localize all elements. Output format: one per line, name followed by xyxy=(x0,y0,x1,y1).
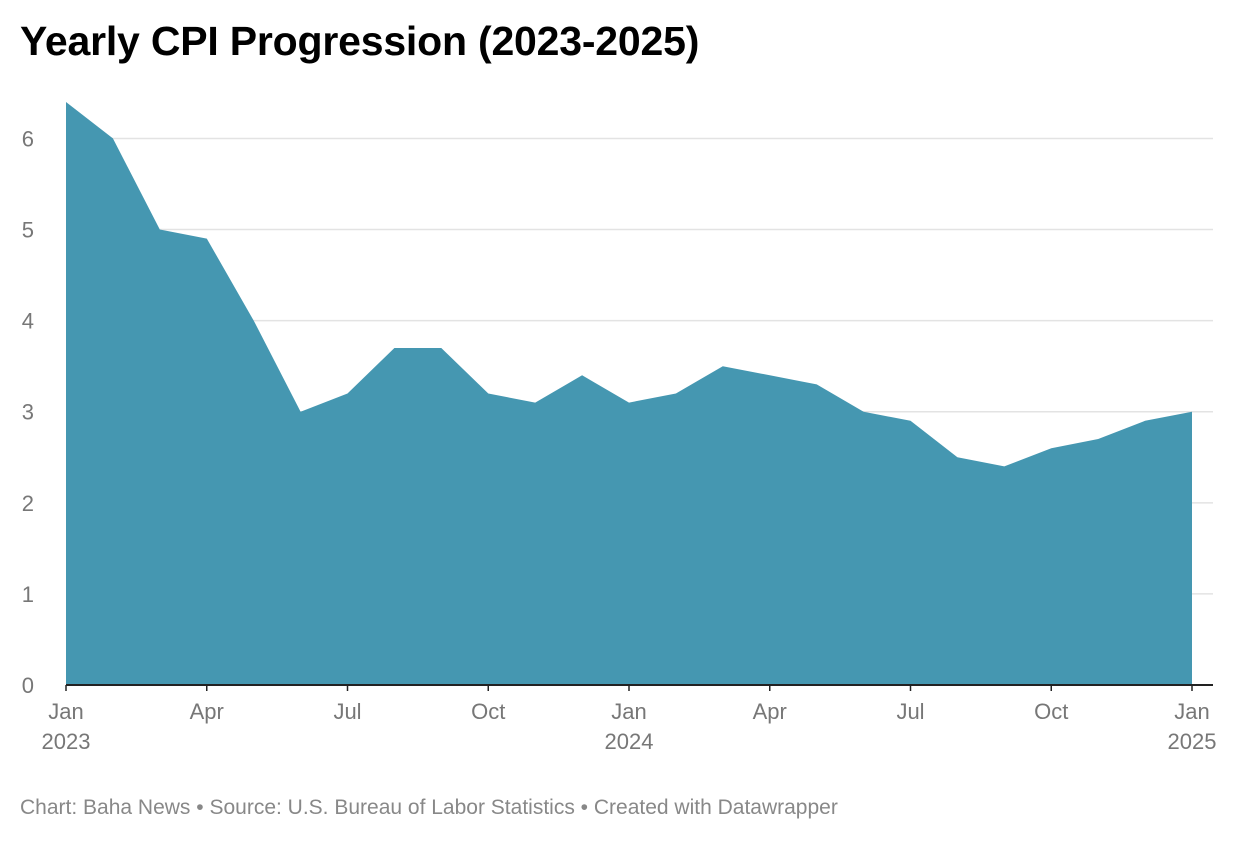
y-tick-label: 2 xyxy=(22,491,34,516)
y-tick-label: 6 xyxy=(22,126,34,151)
x-tick-label: Apr xyxy=(753,699,787,724)
footer-separator: • xyxy=(580,796,589,819)
x-tick-label: Apr xyxy=(190,699,224,724)
axes: 0 1 2 3 4 5 6 Jan 2023 Apr Jul Oct Jan 2024 Apr Jul Oct J… xyxy=(22,126,1217,754)
x-tick-label: Jan xyxy=(48,699,83,724)
x-tick-year-label: 2025 xyxy=(1168,729,1217,754)
chart-footer: Chart: Baha News • Source: U.S. Bureau o… xyxy=(20,796,838,820)
footer-chart-credit: Chart: Baha News xyxy=(20,796,191,819)
y-tick-label: 1 xyxy=(22,582,34,607)
footer-created-with: Created with Datawrapper xyxy=(593,796,838,819)
y-tick-label: 3 xyxy=(22,400,34,425)
y-tick-label: 0 xyxy=(22,673,34,698)
x-tick-label: Oct xyxy=(1034,699,1068,724)
x-tick-label: Oct xyxy=(471,699,505,724)
x-tick-year-label: 2023 xyxy=(42,729,91,754)
footer-separator: • xyxy=(196,796,204,819)
footer-source: Source: U.S. Bureau of Labor Statistics xyxy=(209,796,575,819)
cpi-area xyxy=(66,102,1192,685)
chart-title: Yearly CPI Progression (2023-2025) xyxy=(20,18,700,64)
x-tick-year-label: 2024 xyxy=(605,729,654,754)
x-tick-label: Jan xyxy=(611,699,646,724)
area-series xyxy=(65,101,1193,685)
y-tick-label: 5 xyxy=(22,218,34,243)
x-tick-label: Jul xyxy=(896,699,924,724)
y-tick-label: 4 xyxy=(22,309,34,334)
x-tick-label: Jul xyxy=(333,699,361,724)
x-tick-label: Jan xyxy=(1174,699,1209,724)
